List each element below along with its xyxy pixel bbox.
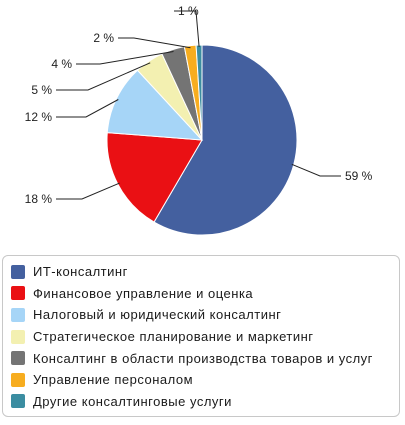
legend-label: Управление персоналом	[33, 372, 194, 388]
slice-label: 18 %	[25, 192, 53, 206]
legend-label: Стратегическое планирование и маркетинг	[33, 329, 314, 345]
legend-swatch	[11, 307, 25, 322]
slice-label: 12 %	[25, 110, 53, 124]
legend-swatch	[11, 264, 25, 279]
legend-item-tax: Налоговый и юридический консалтинг	[11, 304, 391, 326]
legend-label: Финансовое управление и оценка	[33, 285, 254, 301]
slice-label: 1 %	[178, 4, 199, 18]
leader-line	[76, 51, 174, 65]
leader-line	[56, 182, 120, 200]
legend-label: Консалтинг в области производства товаро…	[33, 350, 373, 366]
legend-item-hr: Управление персоналом	[11, 369, 391, 391]
leader-line	[291, 163, 341, 177]
legend-label: Другие консалтинговые услуги	[33, 393, 232, 409]
pie-slice	[106, 69, 204, 141]
leader-line	[56, 99, 119, 118]
legend-label: ИТ-консалтинг	[33, 264, 128, 280]
slice-label: 5 %	[31, 83, 52, 97]
slice-label: 59 %	[345, 169, 373, 183]
legend-item-other: Другие консалтинговые услуги	[11, 391, 391, 413]
slice-label: 2 %	[93, 31, 114, 45]
legend-swatch	[11, 372, 25, 387]
legend-swatch	[11, 394, 25, 409]
legend-swatch	[11, 329, 25, 344]
leader-line	[174, 10, 200, 48]
legend-swatch	[11, 286, 25, 301]
legend-swatch	[11, 351, 25, 366]
legend-label: Налоговый и юридический консалтинг	[33, 307, 282, 323]
chart-legend: ИТ-консалтинг Финансовое управление и оц…	[2, 255, 400, 417]
legend-item-production: Консалтинг в области производства товаро…	[11, 347, 391, 369]
leader-line	[56, 62, 151, 91]
pie-chart: 59 % 18 % 12 % 5 % 4 % 2 % 1 %	[25, 4, 373, 236]
legend-item-finance: Финансовое управление и оценка	[11, 283, 391, 305]
slice-label: 4 %	[51, 57, 72, 71]
legend-item-strategy: Стратегическое планирование и маркетинг	[11, 326, 391, 348]
leader-line	[118, 37, 191, 49]
legend-item-it: ИТ-консалтинг	[11, 261, 391, 283]
